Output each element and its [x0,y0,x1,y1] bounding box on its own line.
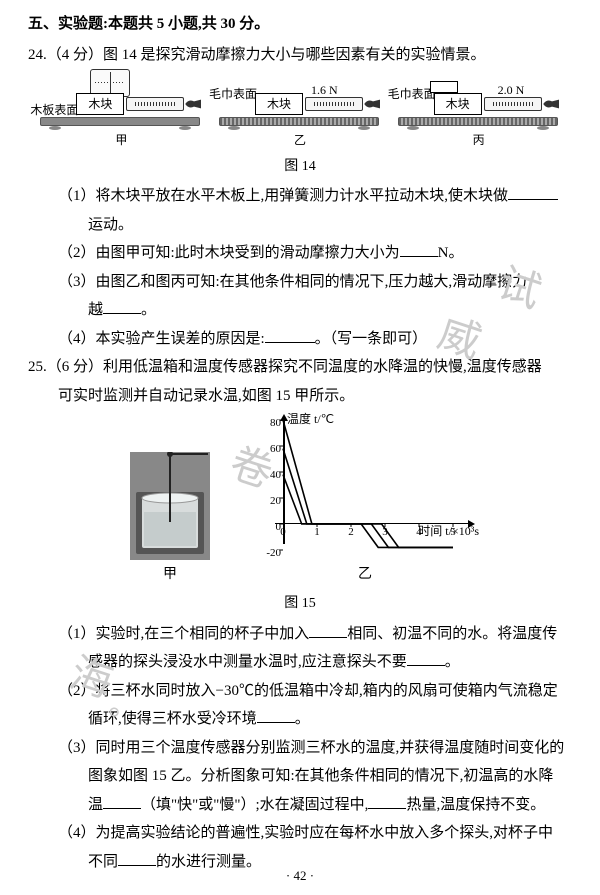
text: （2）由图甲可知:此时木块受到的滑动摩擦力大小为 [58,245,400,261]
surface-label-towel-c: 毛巾表面 [388,83,436,106]
q25-3c: 温 （填"快"或"慢"）;水在凝固过程中, 热量,温度保持不变。 [28,791,572,820]
text: 越 [88,302,103,318]
hand-icon [543,97,561,111]
beaker: 甲 [125,452,215,589]
blank [103,794,141,809]
text: 相同、初温不同的水。将温度传 [347,626,557,642]
setup-label-c: 丙 [473,129,485,152]
hand-icon [364,97,382,111]
spring-scale-b [305,97,363,111]
blank [508,185,558,200]
q24-1: （1）将木块平放在水平木板上,用弹簧测力计水平拉动木块,使木块做 [28,182,572,211]
cooling-chart: 温度 t/℃ 时间 t/×10³s -20020406080012345 [255,412,475,562]
table-a [40,117,200,126]
blank [309,623,347,638]
q24-4: （4）本实验产生误差的原因是: 。（写一条即可） [28,325,572,354]
block-b: 木块 [255,93,303,115]
q24-stem: 24.（4 分）图 14 是探究滑动摩擦力大小与哪些因素有关的实验情景。 [28,41,572,70]
blank [400,242,438,257]
q25-2: （2）将三杯水同时放入−30℃的低温箱中冷却,箱内的风扇可使箱内气流稳定 [28,677,572,706]
text: 循环,使得三杯水受冷环境 [88,711,257,727]
spring-scale-a [126,97,184,111]
section-title: 五、实验题:本题共 5 小题,共 30 分。 [28,10,572,39]
q25-stem-b: 可实时监测并自动记录水温,如图 15 甲所示。 [28,382,572,411]
q25-4: （4）为提高实验结论的普遍性,实验时应在每杯水中放入多个探头,对杯子中 [28,819,572,848]
text: 温 [88,797,103,813]
setup-b: 毛巾表面 1.6 N 木块 乙 [211,69,390,152]
text: N。 [438,245,464,261]
block-a: 木块 [76,93,124,115]
q25-2b: 循环,使得三杯水受冷环境 。 [28,705,572,734]
text: 。 [445,654,460,670]
text: 。 [141,302,156,318]
blank [265,328,315,343]
blank [257,708,295,723]
fig14-caption: 图 14 [28,154,572,181]
text: （填"快"或"慢"）;水在凝固过程中, [141,797,368,813]
figure-15: 甲 温度 t/℃ 时间 t/×10³s -20020406080012345 乙 [28,412,572,589]
text: 热量,温度保持不变。 [406,797,545,813]
setup-a: 木板表面 木块 甲 [32,69,211,152]
fig15-caption: 图 15 [28,591,572,618]
spring-scale-c [484,97,542,111]
surface-label-towel-b: 毛巾表面 [209,83,257,106]
beaker-label: 甲 [163,562,177,589]
setup-label-b: 乙 [294,129,306,152]
chart: 温度 t/℃ 时间 t/×10³s -20020406080012345 乙 [255,412,475,589]
table-b [219,117,379,126]
table-c [398,117,558,126]
text: （1）将木块平放在水平木板上,用弹簧测力计水平拉动木块,使木块做 [58,188,508,204]
q24-1b: 运动。 [28,211,572,240]
block-c: 木块 [434,93,482,115]
q25-1b: 感器的探头浸没水中测量水温时,应注意探头不要 。 [28,648,572,677]
page-number: · 42 · [0,864,600,889]
hand-icon [185,97,203,111]
figure-14: 木板表面 木块 甲 毛巾表面 1.6 N 木块 [28,69,572,152]
text: 。 [295,711,310,727]
blank [103,299,141,314]
text: 。（写一条即可） [315,331,428,347]
text: （4）本实验产生误差的原因是: [58,331,265,347]
q24-2: （2）由图甲可知:此时木块受到的滑动摩擦力大小为 N。 [28,239,572,268]
text: （1）实验时,在三个相同的杯子中加入 [58,626,309,642]
setup-label-a: 甲 [115,129,127,152]
chart-label: 乙 [358,562,372,589]
q25-1: （1）实验时,在三个相同的杯子中加入 相同、初温不同的水。将温度传 [28,620,572,649]
blank [368,794,406,809]
q25-3b: 图象如图 15 乙。分析图象可知:在其他条件相同的情况下,初温高的水降 [28,762,572,791]
q25-stem: 25.（6 分）利用低温箱和温度传感器探究不同温度的水降温的快慢,温度传感器 [28,353,572,382]
blank [407,651,445,666]
q24-3b: 越。 [28,296,572,325]
setup-c: 毛巾表面 2.0 N 木块 丙 [389,69,568,152]
q25-3: （3）同时用三个温度传感器分别监测三杯水的温度,并获得温度随时间变化的 [28,734,572,763]
beaker-svg [130,452,210,562]
q24-3: （3）由图乙和图丙可知:在其他条件相同的情况下,压力越大,滑动摩擦力 [28,268,572,297]
text: 感器的探头浸没水中测量水温时,应注意探头不要 [88,654,407,670]
